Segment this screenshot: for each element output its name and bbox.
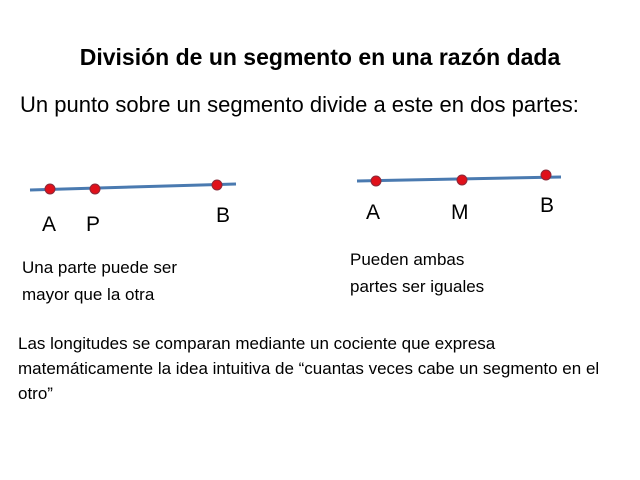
point-m xyxy=(456,174,468,186)
intro-text: Un punto sobre un segmento divide a este… xyxy=(20,92,579,117)
label-b-left: B xyxy=(216,204,231,227)
slide-title: División de un segmento en una razón dad… xyxy=(79,44,561,70)
point-b-right xyxy=(540,169,552,181)
point-a-right xyxy=(370,175,382,187)
caption-right-1: Pueden ambas xyxy=(350,250,465,269)
point-p xyxy=(89,183,101,195)
caption-right-2: partes ser iguales xyxy=(350,277,485,296)
caption-left-1: Una parte puede ser xyxy=(22,258,177,277)
segment-left xyxy=(29,182,237,192)
point-a-left xyxy=(44,183,56,195)
label-a-right: A xyxy=(366,201,381,224)
caption-left-2: mayor que la otra xyxy=(22,285,155,304)
label-m: M xyxy=(451,201,469,224)
bottom-text: Las longitudes se comparan mediante un c… xyxy=(18,334,600,403)
label-p: P xyxy=(86,213,101,236)
label-b-right: B xyxy=(540,194,555,217)
label-a-left: A xyxy=(42,213,57,236)
point-b-left xyxy=(211,179,223,191)
